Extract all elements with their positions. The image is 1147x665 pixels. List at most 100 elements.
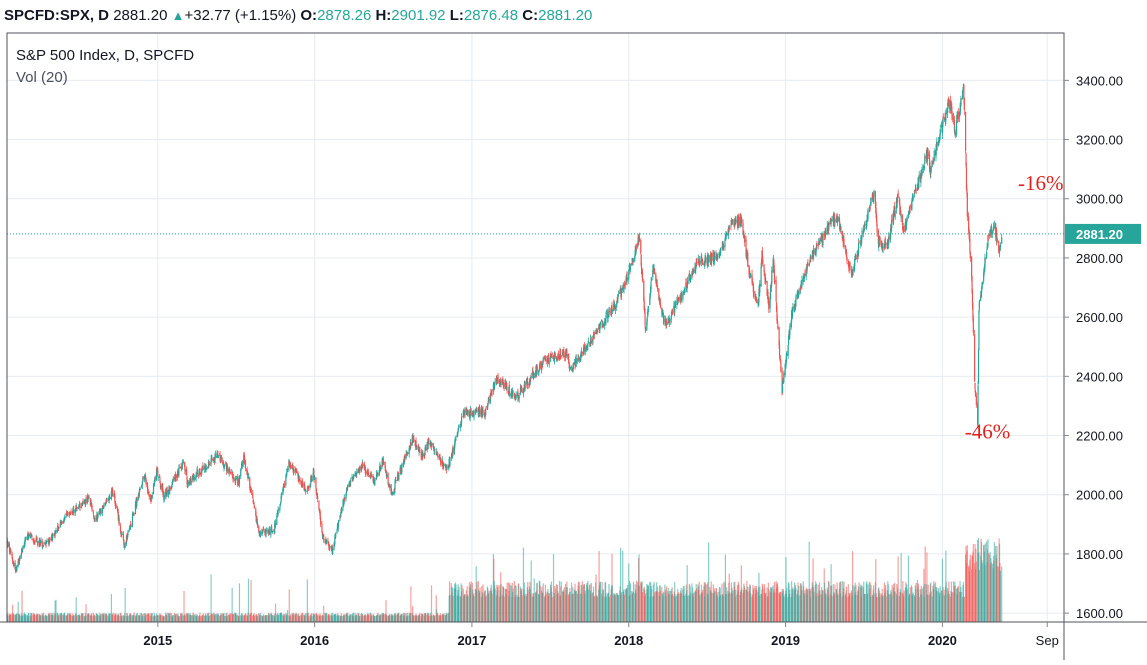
- candle-body: [686, 286, 688, 289]
- volume-bar: [897, 556, 899, 622]
- candle-body: [902, 226, 904, 231]
- candle-body: [439, 458, 442, 463]
- volume-bar: [58, 614, 60, 622]
- candle-body: [965, 167, 968, 189]
- volume-bar: [789, 589, 791, 622]
- candle-body: [44, 541, 46, 544]
- volume-bar: [628, 563, 630, 622]
- candle-body: [821, 236, 823, 243]
- candle-body: [836, 214, 838, 219]
- candle-body: [577, 359, 579, 361]
- volume-bar: [632, 581, 635, 622]
- candle-body: [968, 232, 971, 241]
- candle-body: [166, 490, 168, 495]
- volume-bar: [509, 584, 511, 622]
- candle-body: [626, 278, 629, 280]
- candle-body: [968, 229, 970, 234]
- volume-bar: [696, 588, 698, 622]
- volume-bar: [464, 594, 466, 622]
- volume-bar: [49, 612, 51, 622]
- candle-body: [234, 481, 237, 483]
- candle-body: [697, 262, 699, 264]
- volume-bar: [271, 615, 274, 622]
- candle-body: [998, 248, 1001, 253]
- candle-body: [300, 483, 302, 485]
- candle-body: [232, 477, 235, 480]
- candle-body: [286, 471, 288, 476]
- candle-body: [819, 238, 821, 244]
- volume-bar: [927, 584, 929, 622]
- candle-body: [848, 268, 850, 270]
- candle-body: [82, 501, 84, 505]
- candle-body: [130, 523, 132, 526]
- candle-body: [183, 463, 185, 465]
- candle-body: [696, 261, 698, 264]
- candle-body: [567, 353, 570, 363]
- symbol-header: SPCFD:SPX, D 2881.20 ▲+32.77 (+1.15%) O:…: [4, 7, 592, 24]
- candle-body: [908, 214, 910, 216]
- candle-body: [317, 496, 319, 500]
- low-value: 2876.48: [463, 7, 519, 24]
- candle-body: [214, 454, 216, 458]
- candle-body: [861, 235, 863, 244]
- candle-body: [138, 490, 140, 497]
- candle-body: [466, 410, 468, 414]
- volume-bar: [317, 615, 319, 622]
- candle-body: [391, 491, 393, 496]
- volume-bar: [650, 589, 653, 622]
- volume-bar: [229, 613, 232, 622]
- candle-body: [437, 455, 439, 458]
- candle-body: [207, 467, 209, 469]
- volume-bar: [584, 590, 586, 622]
- candle-body: [432, 443, 434, 448]
- candle-body: [797, 293, 799, 296]
- candle-body: [963, 97, 965, 111]
- volume-bar: [163, 616, 165, 622]
- candle-body: [195, 475, 197, 480]
- candle-body: [980, 295, 982, 301]
- candle-body: [311, 478, 313, 482]
- candle-body: [531, 372, 534, 375]
- candle-body: [888, 236, 890, 241]
- candle-body: [808, 264, 810, 266]
- candle-body: [956, 114, 959, 120]
- close-label: C:: [522, 7, 539, 24]
- candle-body: [581, 352, 583, 354]
- volume-bar: [578, 582, 580, 622]
- candle-body: [549, 353, 552, 362]
- candle-body: [297, 472, 299, 476]
- candle-body: [309, 484, 311, 485]
- candle-body: [250, 490, 253, 493]
- candle-body: [60, 520, 63, 522]
- candle-body: [280, 496, 282, 502]
- candle-body: [777, 324, 779, 329]
- volume-bar: [933, 583, 935, 622]
- candle-body: [583, 347, 585, 355]
- candle-body: [966, 188, 968, 194]
- candle-body: [113, 493, 116, 497]
- volume-bar: [413, 615, 415, 622]
- volume-bar: [563, 587, 565, 622]
- candle-body: [210, 458, 212, 465]
- candle-body: [207, 466, 209, 468]
- candle-body: [454, 440, 457, 441]
- candle-body: [252, 492, 254, 499]
- candle-body: [993, 225, 995, 228]
- candle-body: [947, 99, 950, 105]
- candle-body: [494, 381, 496, 383]
- candle-body: [551, 354, 553, 357]
- candle-body: [129, 524, 131, 530]
- candle-body: [455, 438, 457, 440]
- candle-body: [326, 541, 328, 543]
- candle-body: [899, 203, 901, 215]
- candle-body: [285, 476, 287, 486]
- volume-bar: [683, 596, 686, 622]
- candle-body: [655, 273, 657, 282]
- volume-bar: [1001, 566, 1003, 622]
- candle-body: [322, 535, 324, 537]
- candle-body: [687, 280, 689, 286]
- volume-bar: [253, 615, 256, 622]
- candle-body: [147, 489, 149, 494]
- candle-body: [223, 467, 225, 469]
